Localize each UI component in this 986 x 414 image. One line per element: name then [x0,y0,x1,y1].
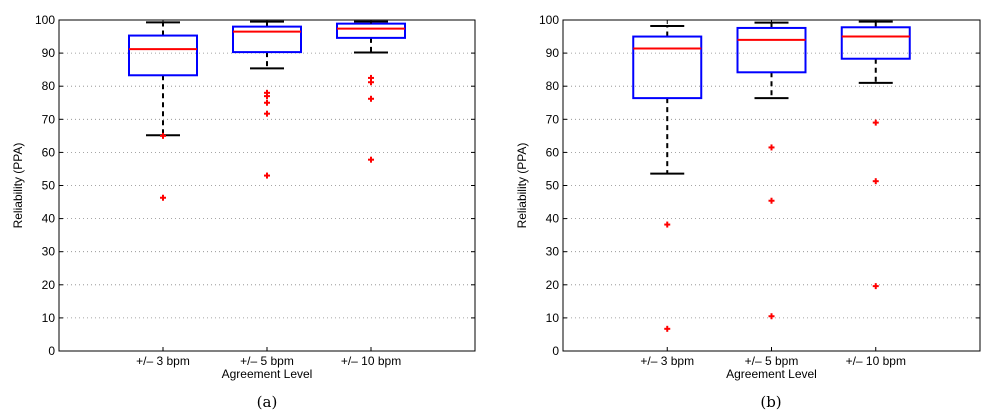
outlier-point [160,132,166,139]
x-axis-label: Agreement Level [222,367,313,381]
y-tick-label: 0 [48,344,55,358]
outlier-point [368,79,374,86]
y-tick-label: 100 [35,13,55,27]
y-tick-label: 80 [42,79,56,93]
outlier-point [160,194,166,201]
outlier-point [664,325,671,332]
y-tick-label: 50 [42,179,56,193]
outlier-point [264,172,270,179]
y-tick-label: 10 [546,311,560,325]
box-3 [840,20,911,290]
outlier-point [872,283,879,290]
x-tick-label: +/– 5 bpm [745,354,799,368]
y-tick-label: 70 [546,112,560,126]
outlier-point [768,197,775,204]
y-tick-label: 80 [546,79,560,93]
box-1 [632,24,703,332]
y-axis-label: Reliability (PPA) [11,143,25,229]
y-tick-label: 90 [546,46,560,60]
y-tick-label: 30 [546,245,560,259]
x-axis-label: Agreement Level [726,367,817,381]
y-tick-label: 90 [42,46,56,60]
y-tick-label: 0 [552,344,559,358]
outlier-point [264,99,270,106]
box-iqr [336,22,406,39]
x-tick-label: +/– 10 bpm [341,354,401,368]
y-tick-label: 40 [42,212,56,226]
y-tick-label: 60 [546,145,560,159]
box-iqr [840,26,911,60]
box-iqr [232,25,302,54]
plot-frame [562,19,981,352]
y-tick-label: 30 [42,245,56,259]
x-tick-label: +/– 3 bpm [136,354,190,368]
y-tick-label: 50 [546,179,560,193]
chart-panel-b: 0 10 20 30 40 50 60 70 80 90 100 +/– 3 bpm +/– 5 bpm… [515,13,981,411]
y-tick-label: 100 [539,13,559,27]
x-tick-label: +/– 3 bpm [640,354,694,368]
y-tick-label: 20 [42,278,56,292]
chart-panel-a: 0 10 20 30 40 50 60 70 80 90 100 +/– 3 bpm +/– 5 bpm… [11,13,476,411]
x-tick-label: +/– 5 bpm [240,354,294,368]
box-3 [336,20,406,163]
y-tick-label: 70 [42,112,56,126]
box-iqr [632,35,703,100]
box-iqr [128,34,198,77]
y-tick-label: 60 [42,145,56,159]
box-1 [128,21,198,201]
y-tick-label: 40 [546,212,560,226]
outlier-point [264,93,270,100]
box-2 [736,21,807,320]
plot-frame [58,19,476,352]
outlier-point [768,144,775,151]
outlier-point [368,156,374,163]
outlier-point [872,119,879,126]
y-axis-label: Reliability (PPA) [515,143,529,229]
figure-caption: (b) [760,393,781,411]
outlier-point [768,313,775,320]
outlier-point [368,95,374,102]
box-iqr [736,26,807,74]
box-2 [232,20,302,179]
outlier-point [872,178,879,185]
outlier-point [264,110,270,117]
figure-caption: (a) [257,393,278,411]
x-tick-label: +/– 10 bpm [846,354,906,368]
y-tick-label: 10 [42,311,56,325]
outlier-point [664,221,671,228]
y-tick-label: 20 [546,278,560,292]
